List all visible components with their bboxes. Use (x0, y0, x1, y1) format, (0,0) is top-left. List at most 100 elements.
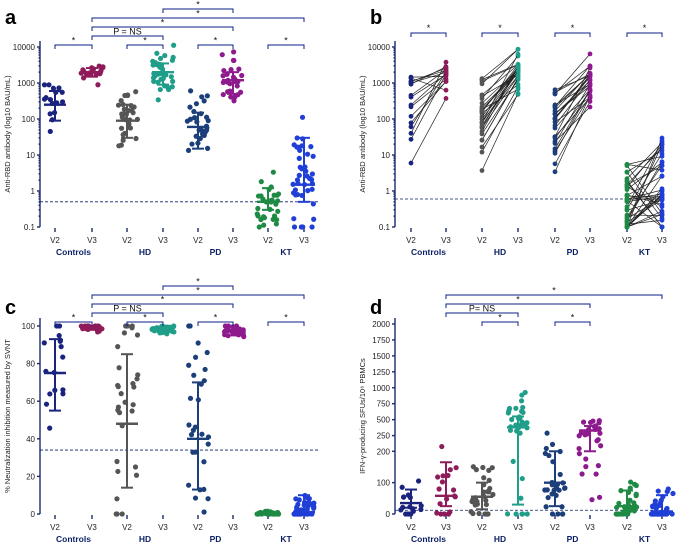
data-point (228, 66, 234, 73)
series-kt-v2 (254, 169, 282, 230)
data-point (134, 376, 140, 382)
data-point (479, 149, 485, 155)
y-tick-label: 0.1 (24, 223, 36, 232)
data-point (401, 494, 407, 500)
data-point (576, 445, 582, 452)
data-point (300, 224, 306, 230)
panel-letter-a: a (5, 7, 17, 29)
data-point (168, 74, 174, 80)
data-point (187, 116, 194, 122)
data-point (589, 497, 595, 503)
bracket-line (445, 312, 519, 317)
data-point (255, 205, 261, 212)
data-point (296, 172, 302, 178)
data-point (304, 173, 310, 179)
data-point (81, 75, 87, 81)
bracket-line (626, 32, 663, 37)
data-point (479, 76, 485, 81)
pair-line (410, 62, 447, 134)
data-point (205, 441, 211, 447)
data-point (579, 471, 585, 477)
panel-letter-b: b (370, 7, 382, 29)
data-point (308, 144, 314, 150)
pair-line (626, 140, 663, 207)
bracket-label: * (284, 313, 288, 323)
pair-line (554, 74, 591, 120)
significance-bracket: * (445, 286, 663, 299)
series-kt-v2 (254, 508, 282, 517)
pair-line (410, 77, 447, 91)
data-point (155, 97, 161, 103)
data-point (627, 497, 633, 503)
data-point (201, 509, 207, 515)
data-point (443, 87, 449, 93)
data-point (135, 372, 141, 378)
y-tick-label: 80 (26, 360, 35, 369)
significance-bracket: * (554, 313, 591, 326)
data-point (261, 222, 267, 228)
data-point (261, 215, 268, 221)
data-point (273, 221, 279, 227)
data-point (408, 120, 414, 126)
data-point (408, 113, 414, 119)
data-point (205, 118, 211, 124)
bracket-line (91, 294, 305, 299)
data-point (187, 88, 194, 94)
data-point (237, 89, 244, 95)
data-point (157, 55, 164, 62)
pair-line (481, 63, 519, 80)
data-point (56, 332, 62, 339)
data-point (482, 511, 488, 517)
pair-line (481, 94, 519, 148)
x-tick-label: V2 (622, 523, 632, 532)
x-tick-label: V3 (158, 236, 168, 245)
data-point (408, 130, 414, 136)
series-controls-v2 (398, 478, 424, 517)
data-point (628, 479, 634, 485)
data-point (549, 441, 556, 447)
data-point (587, 99, 593, 104)
significance-bracket: * (267, 36, 305, 49)
data-point (121, 330, 128, 336)
y-tick-label: 1 (386, 187, 391, 196)
bracket-line (554, 321, 591, 326)
pair-line (554, 89, 591, 149)
x-tick-label: V3 (441, 523, 451, 532)
data-point (439, 479, 446, 485)
x-tick-label: V2 (263, 236, 273, 245)
data-point (150, 75, 157, 81)
data-point (624, 193, 630, 199)
data-point (305, 188, 311, 194)
pair-line (626, 156, 663, 165)
x-tick-label: V3 (657, 523, 667, 532)
significance-bracket: * (91, 295, 234, 308)
data-point (479, 92, 485, 98)
x-tick-label: V2 (406, 523, 416, 532)
y-tick-label: 100 (22, 322, 36, 331)
bracket-label: * (196, 9, 200, 19)
data-point (515, 68, 521, 74)
data-point (199, 94, 205, 100)
data-point (587, 104, 593, 110)
data-point (187, 395, 194, 401)
data-point (450, 487, 457, 493)
panel-a: a 0.1 1 10 100 1000 10000 Anti-RBD antibody (lo… (3, 0, 320, 257)
data-point (118, 125, 125, 131)
data-point (627, 485, 633, 491)
data-point (506, 408, 512, 414)
data-point (583, 464, 589, 470)
data-point (519, 392, 525, 398)
data-point (270, 169, 276, 175)
data-point (624, 163, 630, 169)
series-kt-v3 (290, 114, 317, 230)
bracket-label: * (72, 313, 76, 323)
x-tick-label: V2 (193, 236, 203, 245)
x-tick-label: V3 (585, 523, 595, 532)
pair-line (626, 164, 663, 171)
bracket-line (410, 32, 447, 37)
pair-line (481, 70, 519, 120)
significance-bracket: * (126, 36, 164, 49)
data-point (192, 449, 198, 455)
data-point (204, 349, 210, 356)
